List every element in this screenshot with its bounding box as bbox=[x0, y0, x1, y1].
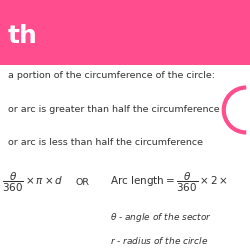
Text: OR: OR bbox=[75, 178, 89, 187]
Bar bbox=[0, 0, 250, 65]
Text: $\theta$ - angle of the sector: $\theta$ - angle of the sector bbox=[110, 211, 212, 224]
Text: or arc is greater than half the circumference: or arc is greater than half the circumfe… bbox=[8, 106, 219, 114]
Text: $\dfrac{\theta}{360} \times \pi \times d$: $\dfrac{\theta}{360} \times \pi \times d… bbox=[2, 171, 64, 194]
Text: a portion of the circumference of the circle:: a portion of the circumference of the ci… bbox=[8, 70, 214, 80]
Text: or arc is less than half the circumference: or arc is less than half the circumferen… bbox=[8, 138, 202, 147]
Text: $\mathrm{Arc\ length} = \dfrac{\theta}{360} \times 2 \times$: $\mathrm{Arc\ length} = \dfrac{\theta}{3… bbox=[110, 171, 228, 194]
Text: $r$ - radius of the circle: $r$ - radius of the circle bbox=[110, 234, 208, 246]
Text: th: th bbox=[8, 24, 38, 48]
